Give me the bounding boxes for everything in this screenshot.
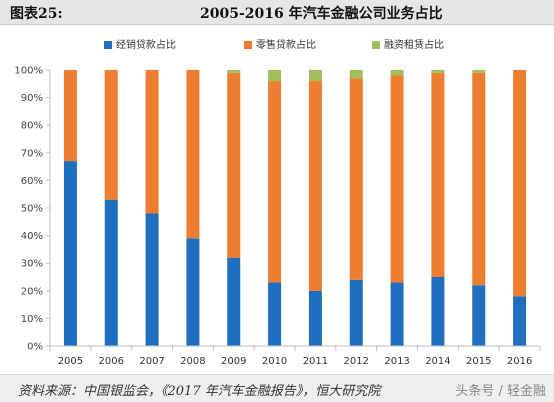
bar-segment-3 <box>349 70 363 79</box>
bar-segment-2 <box>145 70 159 214</box>
legend-swatch <box>372 41 380 49</box>
bar-segment-2 <box>227 72 241 258</box>
bar-segment-3 <box>308 70 322 82</box>
legend-label: 融资租赁占比 <box>384 38 444 51</box>
x-axis: 2005 2006 2007 2008 2009 2010 2011 2012 2013 2014… <box>49 345 541 367</box>
y-tick-label: 80% <box>21 121 43 132</box>
bar-segment-2 <box>390 75 404 283</box>
x-tick-label: 2005 <box>58 356 83 367</box>
figure-header: 图表25: 2005-2016 年汽车金融公司业务占比 <box>0 0 554 25</box>
bar-segment-1 <box>227 257 241 346</box>
x-tick-label: 2006 <box>99 356 124 367</box>
bar-segment-2 <box>268 81 282 283</box>
x-tick-label: 2011 <box>303 356 328 367</box>
source-note: 资料来源：中国银监会，《2017 年汽车金融报告》，恒大研究院 <box>18 384 381 399</box>
bar-segment-3 <box>390 70 404 76</box>
y-tick-label: 40% <box>21 231 43 242</box>
x-tick-label: 2010 <box>262 356 287 367</box>
x-tick-label: 2015 <box>466 356 491 367</box>
bar-segment-1 <box>104 199 118 346</box>
y-tick-label: 30% <box>21 259 43 270</box>
x-tick-label: 2014 <box>425 356 450 367</box>
y-tick-label: 70% <box>21 148 43 159</box>
chart-legend: 经销贷款占比 零售贷款占比 融资租赁占比 <box>104 38 444 51</box>
bar-segment-2 <box>431 72 445 277</box>
bar-segment-1 <box>390 282 404 346</box>
bar-segment-1 <box>186 238 200 346</box>
stacked-bar-chart: 经销贷款占比 零售贷款占比 融资租赁占比 0% 10% 20% 30% 40% 50% 60% 7… <box>14 38 541 367</box>
bar-segment-2 <box>186 70 200 239</box>
bar-segment-3 <box>227 70 241 73</box>
y-tick-label: 50% <box>21 204 43 215</box>
legend-swatch <box>104 41 112 49</box>
y-tick-label: 0% <box>27 342 43 353</box>
bar-segment-1 <box>513 296 527 346</box>
bar-segment-2 <box>472 72 486 286</box>
bar-segment-2 <box>104 70 118 200</box>
bar-segment-3 <box>431 70 445 73</box>
watermark: 头条号 / 轻金融 <box>455 384 546 399</box>
x-tick-label: 2007 <box>139 356 164 367</box>
bar-area <box>63 70 527 346</box>
y-tick-label: 20% <box>21 286 43 297</box>
figure-footer: 资料来源：中国银监会，《2017 年汽车金融报告》，恒大研究院 头条号 / 轻金… <box>0 374 554 402</box>
bar-segment-1 <box>431 277 445 346</box>
y-tick-label: 10% <box>21 314 43 325</box>
bar-segment-1 <box>268 282 282 346</box>
bar-segment-2 <box>513 70 527 297</box>
bar-segment-3 <box>472 70 486 73</box>
bar-segment-3 <box>268 70 282 82</box>
bar-segment-1 <box>308 290 322 346</box>
legend-swatch <box>244 41 252 49</box>
y-tick-label: 90% <box>21 93 43 104</box>
bar-segment-2 <box>308 81 322 291</box>
x-tick-label: 2008 <box>180 356 205 367</box>
bar-segment-1 <box>63 161 77 346</box>
y-tick-label: 60% <box>21 176 43 187</box>
y-tick-label: 100% <box>14 66 43 77</box>
bar-segment-1 <box>472 285 486 346</box>
legend-label: 零售贷款占比 <box>256 38 316 51</box>
bar-segment-1 <box>145 213 159 346</box>
bar-segment-2 <box>349 78 363 280</box>
legend-label: 经销贷款占比 <box>116 38 176 51</box>
chart-title: 2005-2016 年汽车金融公司业务占比 <box>200 6 443 22</box>
figure-label: 图表25: <box>10 6 63 22</box>
bar-segment-1 <box>349 279 363 346</box>
x-tick-label: 2016 <box>507 356 532 367</box>
x-tick-label: 2012 <box>344 356 369 367</box>
x-tick-label: 2009 <box>221 356 246 367</box>
bar-segment-2 <box>63 70 77 162</box>
y-axis: 0% 10% 20% 30% 40% 50% 60% 70% 80% 90% 100% <box>14 66 51 353</box>
x-tick-label: 2013 <box>384 356 409 367</box>
